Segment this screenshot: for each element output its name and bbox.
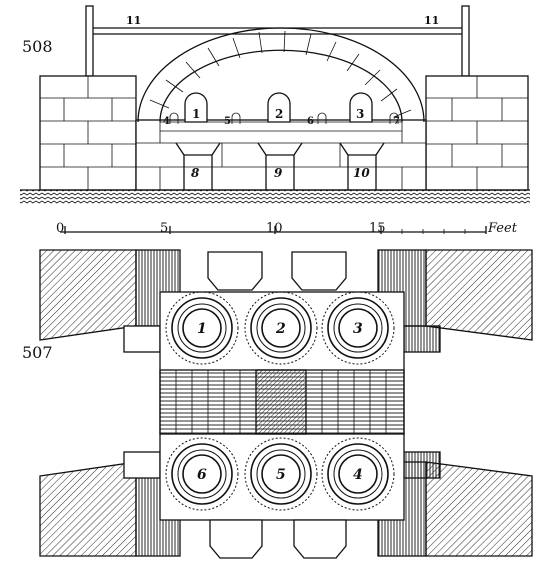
tie-rod-label-left: 11 (126, 14, 141, 27)
right-post (461, 5, 470, 77)
bottom-port-1 (209, 519, 263, 559)
pot-row-bottom: 6 5 4 (165, 437, 395, 511)
plan-pot-3-label: 3 (353, 321, 363, 337)
plan-pot-6-label: 6 (197, 467, 207, 483)
scale-tick-10: 10 (266, 221, 283, 236)
right-buttress (425, 75, 529, 191)
left-buttress (39, 75, 137, 191)
flue-arches: 8 9 10 (175, 142, 385, 190)
grate-bars (175, 370, 387, 434)
plan-pot-5-label: 5 (276, 467, 286, 483)
scale-tick-15: 15 (369, 221, 386, 236)
pot-row-top: 1 2 3 (165, 291, 395, 365)
elev-opening-4-label: 4 (163, 116, 170, 127)
top-port-1 (207, 251, 263, 291)
scale-tick-5: 5 (160, 221, 168, 236)
side-block-right-upper (403, 325, 441, 353)
wing-top-left (39, 249, 137, 341)
side-block-right-lower (403, 451, 441, 479)
side-block-left-lower (123, 451, 161, 479)
scale-bar: 0 5 10 15 Feet (56, 221, 518, 236)
scale-tick-0: 0 (56, 221, 64, 236)
elev-opening-7-label: 7 (393, 116, 400, 127)
elev-flue-9-label: 9 (274, 166, 283, 180)
elev-opening-6-label: 6 (307, 116, 314, 127)
elev-pot-3-label: 3 (356, 107, 364, 121)
figure-507-label: 507 (22, 343, 53, 362)
left-post (85, 5, 94, 77)
tie-rod-label-right: 11 (424, 14, 439, 27)
plan-view: 507 (22, 249, 533, 559)
elev-opening-5-label: 5 (224, 116, 231, 127)
bottom-port-2 (293, 519, 347, 559)
side-block-left-upper (123, 325, 161, 353)
elev-flue-8-label: 8 (191, 166, 200, 180)
elev-flue-10-label: 10 (353, 166, 370, 180)
wing-bottom-right (425, 461, 533, 557)
elev-pot-2-label: 2 (275, 107, 283, 121)
scale-unit-label: Feet (487, 221, 518, 236)
figure-508-label: 508 (22, 37, 53, 56)
plan-pot-2-label: 2 (275, 321, 286, 337)
plan-pot-1-label: 1 (197, 321, 207, 337)
ground-hatching (20, 190, 530, 204)
small-openings: 4 5 6 7 (163, 112, 400, 127)
top-port-2 (291, 251, 347, 291)
buttress-top-left (135, 249, 181, 327)
elevation-view: 508 11 11 (20, 5, 530, 204)
pot-openings: 1 2 3 (184, 92, 373, 123)
elev-pot-1-label: 1 (192, 107, 200, 121)
wing-bottom-left (39, 461, 137, 557)
central-fire-pit (255, 369, 307, 435)
wing-top-right (425, 249, 533, 341)
plan-pot-4-label: 4 (353, 467, 363, 483)
